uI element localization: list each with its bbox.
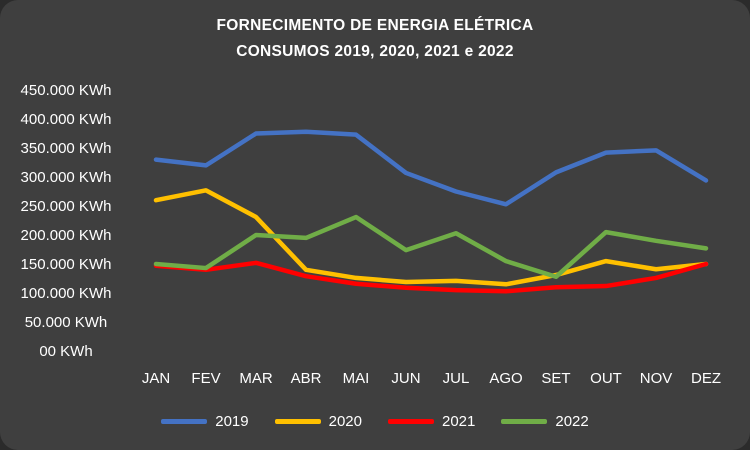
legend-swatch-2020 — [274, 419, 321, 424]
y-axis-tick-label: 100.000 KWh — [21, 285, 112, 302]
legend-item-2019[interactable]: 2019 — [161, 413, 249, 430]
x-axis-month-label: OUT — [590, 370, 622, 387]
x-axis-month-label: JAN — [142, 370, 170, 387]
legend-label: 2021 — [442, 413, 476, 430]
x-axis-month-label: AGO — [489, 370, 522, 387]
series-line-2019[interactable] — [153, 129, 709, 207]
x-axis-month-label: NOV — [640, 370, 673, 387]
y-axis-tick-label: 400.000 KWh — [21, 111, 112, 128]
x-axis-month-label: FEV — [191, 370, 220, 387]
x-axis-month-label: JUN — [391, 370, 420, 387]
x-axis-month-label: MAR — [239, 370, 273, 387]
chart-title-line1: FORNECIMENTO DE ENERGIA ELÉTRICA — [216, 17, 534, 34]
legend-item-2021[interactable]: 2021 — [388, 413, 475, 430]
legend-item-2020[interactable]: 2020 — [274, 413, 362, 430]
y-axis-tick-label: 300.000 KWh — [21, 169, 112, 186]
legend-label: 2019 — [215, 413, 249, 430]
legend: 2019 2020 2021 2022 — [0, 413, 750, 430]
legend-item-2022[interactable]: 2022 — [501, 413, 589, 430]
y-axis-tick-label: 50.000 KWh — [25, 314, 108, 331]
legend-label: 2022 — [555, 413, 589, 430]
y-axis-tick-label: 00 KWh — [39, 343, 92, 360]
legend-swatch-2019 — [161, 419, 208, 424]
chart-title: FORNECIMENTO DE ENERGIA ELÉTRICA CONSUMO… — [0, 13, 750, 64]
x-axis-month-label: SET — [541, 370, 570, 387]
x-axis-month-label: MAI — [343, 370, 370, 387]
y-axis-tick-label: 200.000 KWh — [21, 227, 112, 244]
series-line-2022[interactable] — [153, 214, 709, 280]
legend-label: 2020 — [328, 413, 362, 430]
x-axis-month-label: ABR — [291, 370, 322, 387]
series-line-2020[interactable] — [153, 188, 709, 287]
y-axis-tick-label: 450.000 KWh — [21, 82, 112, 99]
chart-title-line2: CONSUMOS 2019, 2020, 2021 e 2022 — [236, 42, 514, 60]
y-axis-tick-label: 150.000 KWh — [21, 256, 112, 273]
legend-swatch-2022 — [501, 419, 548, 424]
x-axis-month-label: DEZ — [691, 370, 721, 387]
x-axis-month-label: JUL — [443, 370, 470, 387]
legend-swatch-2021 — [388, 419, 434, 424]
series-line-2021[interactable] — [153, 260, 709, 294]
y-axis-tick-label: 250.000 KWh — [21, 198, 112, 215]
y-axis-tick-label: 350.000 KWh — [21, 140, 112, 157]
